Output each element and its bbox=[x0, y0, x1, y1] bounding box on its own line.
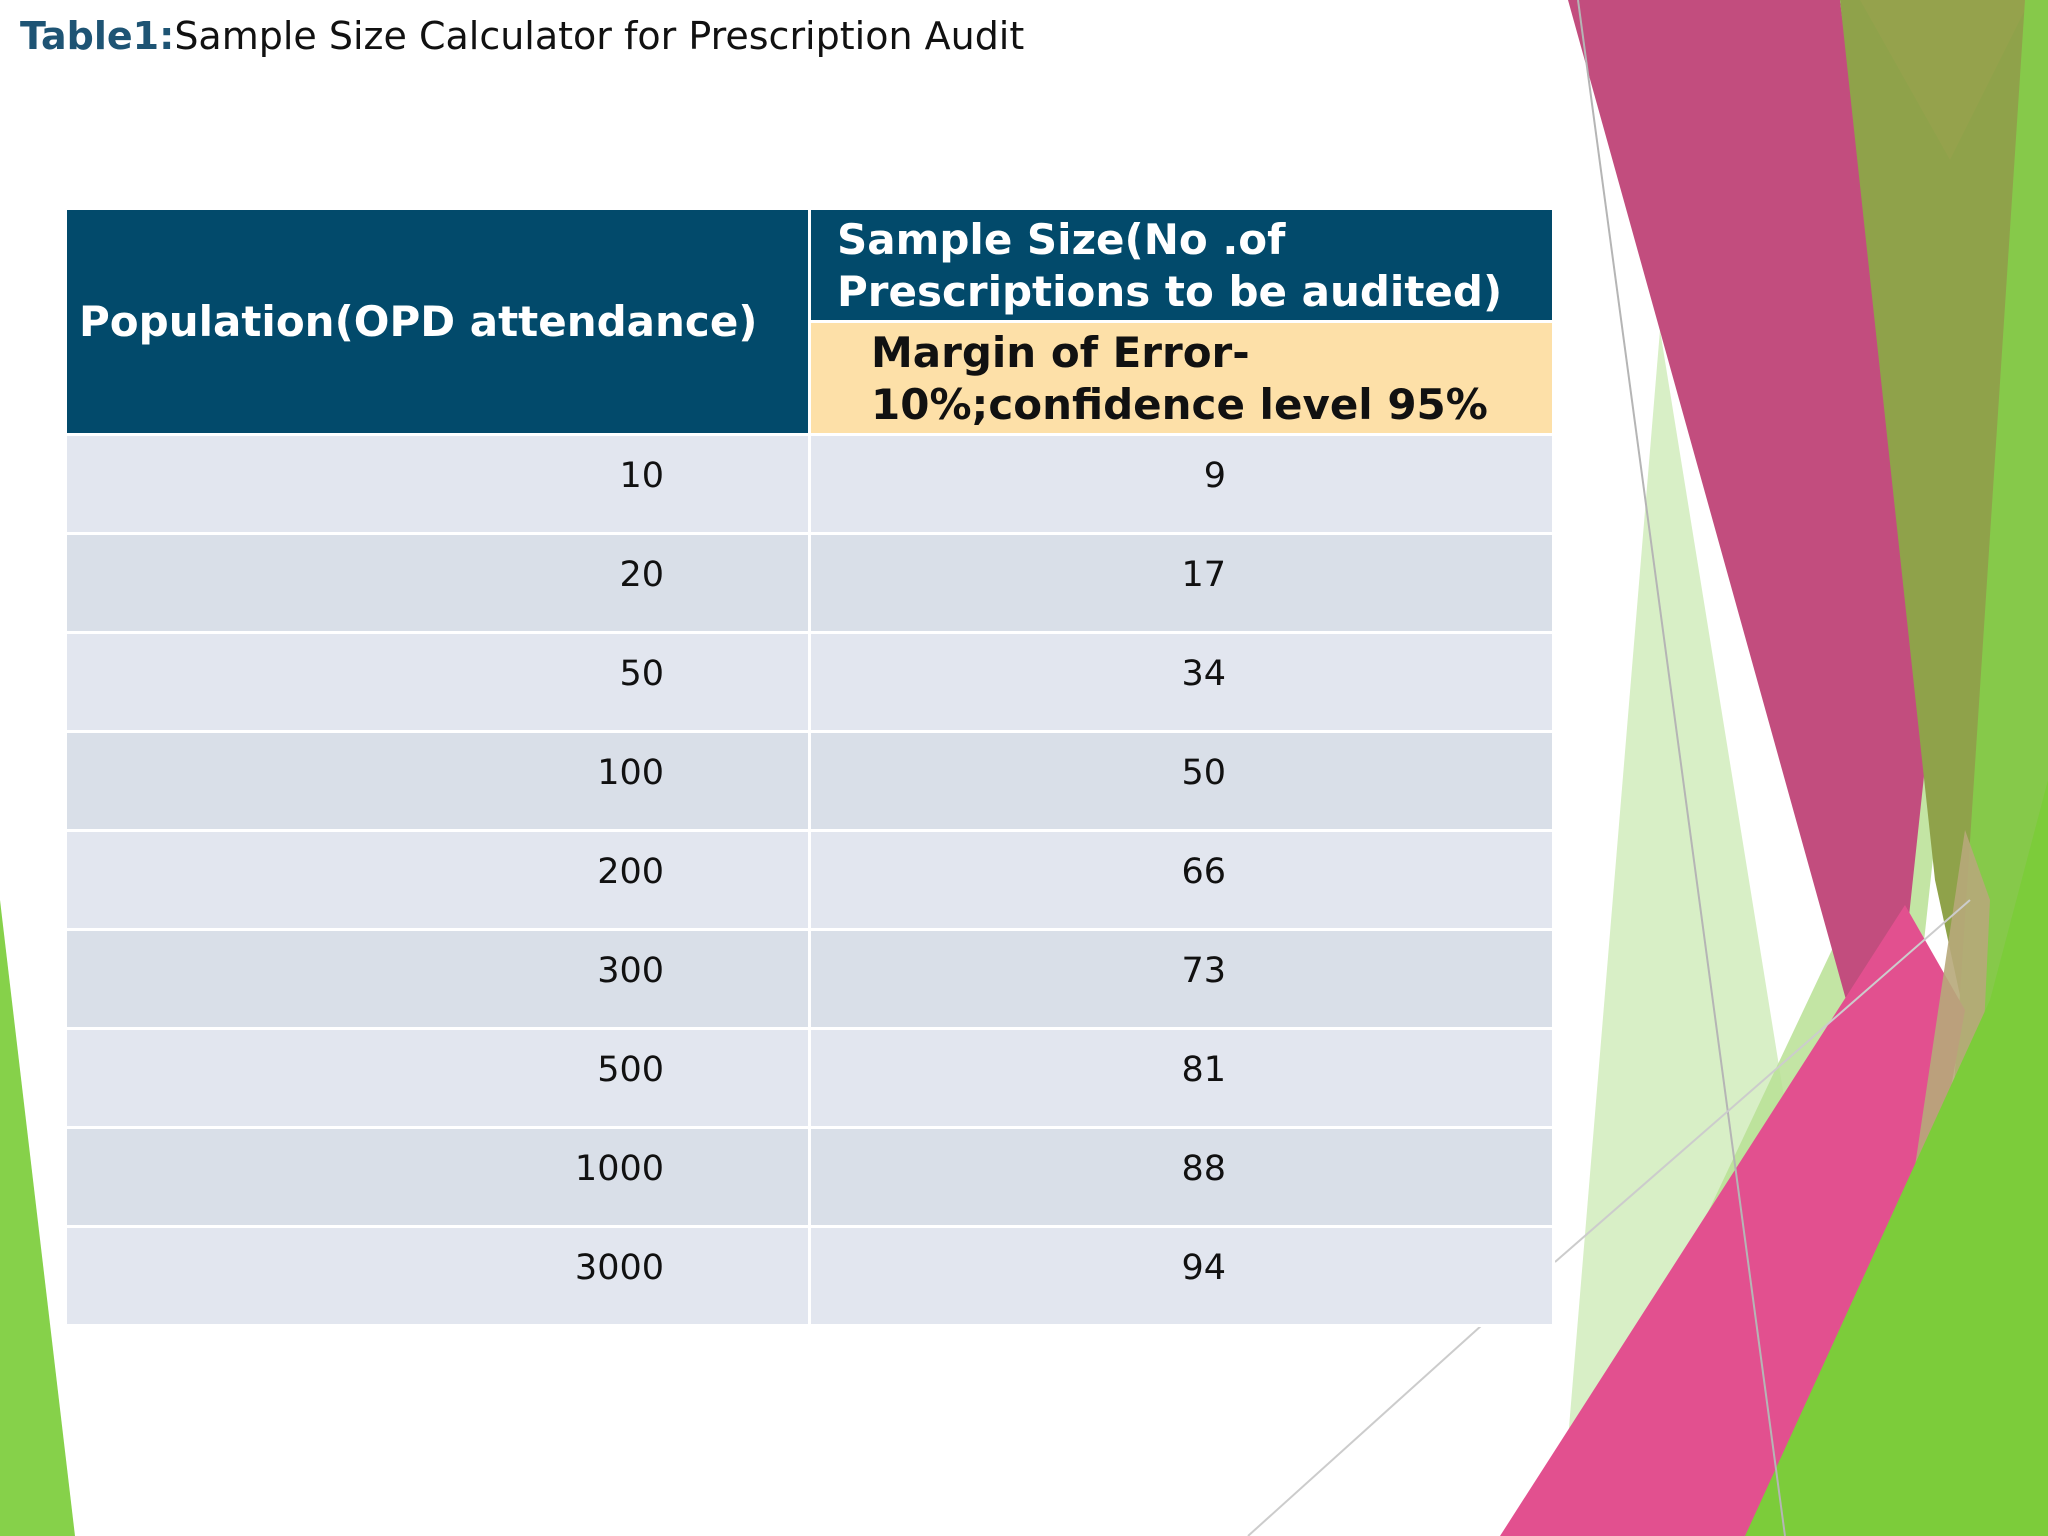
population-cell: 10 bbox=[64, 433, 811, 535]
population-cell: 1000 bbox=[64, 1126, 811, 1228]
sample-size-cell: 34 bbox=[808, 631, 1555, 733]
population-cell: 50 bbox=[64, 631, 811, 733]
right-bright-green-shape bbox=[1745, 780, 2048, 1536]
sample-size-cell: 17 bbox=[808, 532, 1555, 634]
header-margin-of-error: Margin of Error-10%;confidence level 95% bbox=[808, 320, 1555, 436]
left-green-shape bbox=[0, 900, 75, 1536]
table-row: 20 17 bbox=[64, 532, 1555, 634]
sample-size-cell: 73 bbox=[808, 928, 1555, 1030]
slide-title: Table1:Sample Size Calculator for Prescr… bbox=[20, 10, 1024, 62]
header-population: Population(OPD attendance) bbox=[64, 207, 811, 436]
title-prefix: Table1: bbox=[20, 14, 175, 58]
title-text: Sample Size Calculator for Prescription … bbox=[174, 14, 1025, 58]
right-magenta-shape bbox=[1568, 0, 1930, 1140]
table-header-row: Population(OPD attendance) Sample Size(N… bbox=[64, 207, 1555, 436]
decor-line-3 bbox=[1247, 1315, 1493, 1536]
header-sample-size: Sample Size(No .of Prescriptions to be a… bbox=[808, 207, 1555, 323]
table-row: 1000 88 bbox=[64, 1126, 1555, 1228]
table-row: 50 34 bbox=[64, 631, 1555, 733]
population-cell: 300 bbox=[64, 928, 811, 1030]
table-row: 300 73 bbox=[64, 928, 1555, 1030]
table-row: 10 9 bbox=[64, 433, 1555, 535]
population-cell: 20 bbox=[64, 532, 811, 634]
sample-size-cell: 50 bbox=[808, 730, 1555, 832]
sample-size-cell: 94 bbox=[808, 1225, 1555, 1327]
table-row: 500 81 bbox=[64, 1027, 1555, 1129]
table-row: 3000 94 bbox=[64, 1225, 1555, 1327]
table-row: 100 50 bbox=[64, 730, 1555, 832]
decor-line-2 bbox=[1554, 899, 1971, 1263]
right-olive-top-shape bbox=[1860, 0, 2030, 160]
population-cell: 100 bbox=[64, 730, 811, 832]
table-subheader-row: Margin of Error-10%;confidence level 95% bbox=[66, 320, 1555, 436]
population-cell: 3000 bbox=[64, 1225, 811, 1327]
table-row: 200 66 bbox=[64, 829, 1555, 931]
decor-line-1 bbox=[1577, 0, 1786, 1536]
sample-size-table: Population(OPD attendance) Sample Size(N… bbox=[64, 207, 1555, 1327]
sample-size-cell: 66 bbox=[808, 829, 1555, 931]
sample-size-cell: 81 bbox=[808, 1027, 1555, 1129]
sample-size-cell: 9 bbox=[808, 433, 1555, 535]
population-cell: 500 bbox=[64, 1027, 811, 1129]
population-cell: 200 bbox=[64, 829, 811, 931]
sample-size-cell: 88 bbox=[808, 1126, 1555, 1228]
sample-size-table-container: Population(OPD attendance) Sample Size(N… bbox=[64, 207, 1555, 1327]
